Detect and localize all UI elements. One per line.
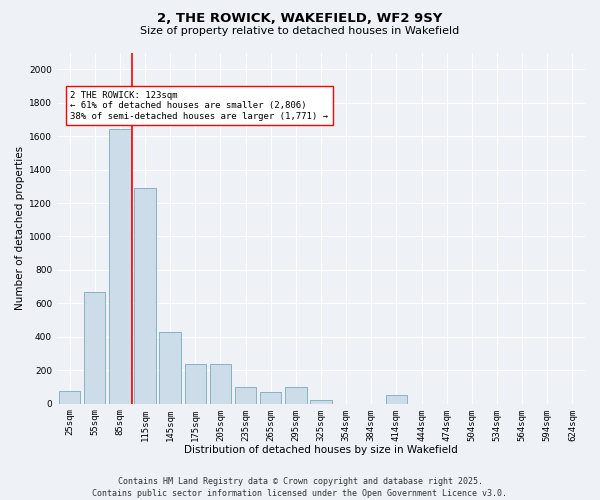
Bar (386, 396, 407, 404)
Bar (160, 332, 181, 404)
Bar (185, 364, 206, 404)
Bar (210, 364, 231, 404)
Bar (235, 387, 256, 404)
Text: 2, THE ROWICK, WAKEFIELD, WF2 9SY: 2, THE ROWICK, WAKEFIELD, WF2 9SY (157, 12, 443, 26)
Bar (134, 188, 156, 404)
Bar (109, 130, 131, 404)
Bar (260, 392, 281, 404)
Bar (285, 387, 307, 404)
X-axis label: Distribution of detached houses by size in Wakefield: Distribution of detached houses by size … (184, 445, 458, 455)
Text: 2 THE ROWICK: 123sqm
← 61% of detached houses are smaller (2,806)
38% of semi-de: 2 THE ROWICK: 123sqm ← 61% of detached h… (70, 91, 328, 121)
Bar (84, 292, 106, 404)
Text: Contains HM Land Registry data © Crown copyright and database right 2025.
Contai: Contains HM Land Registry data © Crown c… (92, 476, 508, 498)
Y-axis label: Number of detached properties: Number of detached properties (15, 146, 25, 310)
Bar (310, 400, 332, 404)
Text: Size of property relative to detached houses in Wakefield: Size of property relative to detached ho… (140, 26, 460, 36)
Bar (59, 391, 80, 404)
